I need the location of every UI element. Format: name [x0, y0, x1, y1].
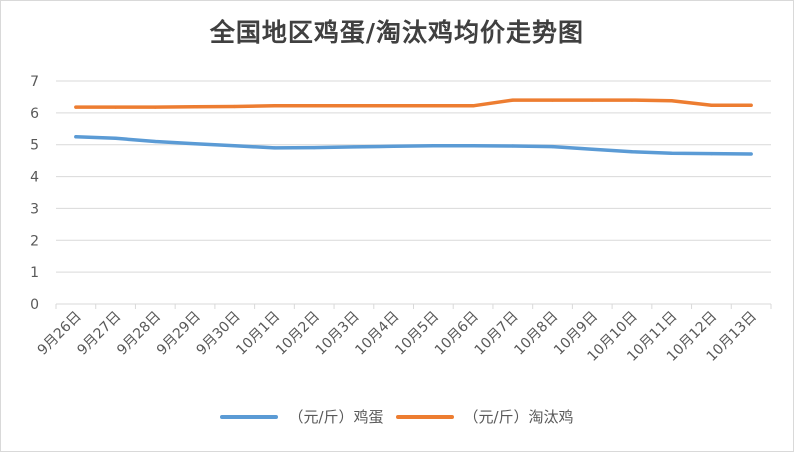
- data-point: [670, 151, 674, 155]
- chart-title: 全国地区鸡蛋/淘汰鸡均价走势图: [209, 18, 585, 47]
- data-point: [193, 105, 197, 109]
- data-point: [550, 145, 555, 149]
- data-point: [431, 104, 435, 108]
- data-point: [709, 152, 714, 156]
- data-point: [352, 104, 356, 108]
- series-line-1: [74, 98, 753, 109]
- legend-item-egg: （元/斤）鸡蛋: [220, 406, 384, 427]
- data-point: [233, 144, 237, 148]
- data-point: [590, 98, 594, 102]
- data-point: [113, 105, 118, 109]
- data-point: [352, 145, 356, 149]
- data-point: [153, 139, 157, 144]
- data-point: [511, 98, 515, 102]
- legend-swatch-culled-hen: [395, 414, 454, 419]
- y-tick-label: 5: [30, 138, 39, 154]
- data-point: [113, 136, 118, 140]
- data-point: [312, 145, 316, 150]
- data-point: [392, 104, 396, 108]
- data-point: [193, 142, 197, 146]
- data-point: [749, 152, 753, 156]
- data-point: [749, 103, 753, 107]
- data-point: [153, 105, 157, 109]
- data-point: [471, 104, 475, 108]
- data-point: [670, 99, 674, 103]
- data-point: [511, 144, 515, 148]
- data-point: [590, 147, 594, 151]
- legend-label-culled-hen: （元/斤）淘汰鸡: [463, 408, 574, 426]
- data-point: [471, 144, 475, 148]
- data-point: [630, 150, 634, 154]
- data-point: [233, 104, 237, 109]
- data-point: [272, 104, 277, 108]
- y-tick-label: 7: [30, 74, 39, 90]
- series-line-0: [74, 135, 753, 156]
- y-tick-label: 3: [30, 201, 39, 217]
- data-point: [431, 144, 435, 148]
- data-point: [74, 105, 78, 109]
- y-tick-label: 2: [30, 233, 39, 249]
- data-point: [550, 98, 555, 102]
- data-point: [272, 146, 277, 150]
- data-point: [392, 144, 396, 148]
- chart-legend: （元/斤）鸡蛋 （元/斤）淘汰鸡: [1, 406, 793, 427]
- data-point: [709, 103, 714, 107]
- y-tick-label: 6: [30, 106, 39, 122]
- legend-swatch-egg: [220, 414, 279, 419]
- y-tick-label: 4: [30, 170, 39, 186]
- data-point: [74, 135, 78, 139]
- legend-item-culled-hen: （元/斤）淘汰鸡: [395, 406, 574, 427]
- data-point: [312, 104, 316, 108]
- y-tick-label: 0: [30, 297, 39, 313]
- data-point: [630, 98, 634, 102]
- legend-label-egg: （元/斤）鸡蛋: [288, 408, 384, 426]
- y-tick-label: 1: [30, 265, 39, 281]
